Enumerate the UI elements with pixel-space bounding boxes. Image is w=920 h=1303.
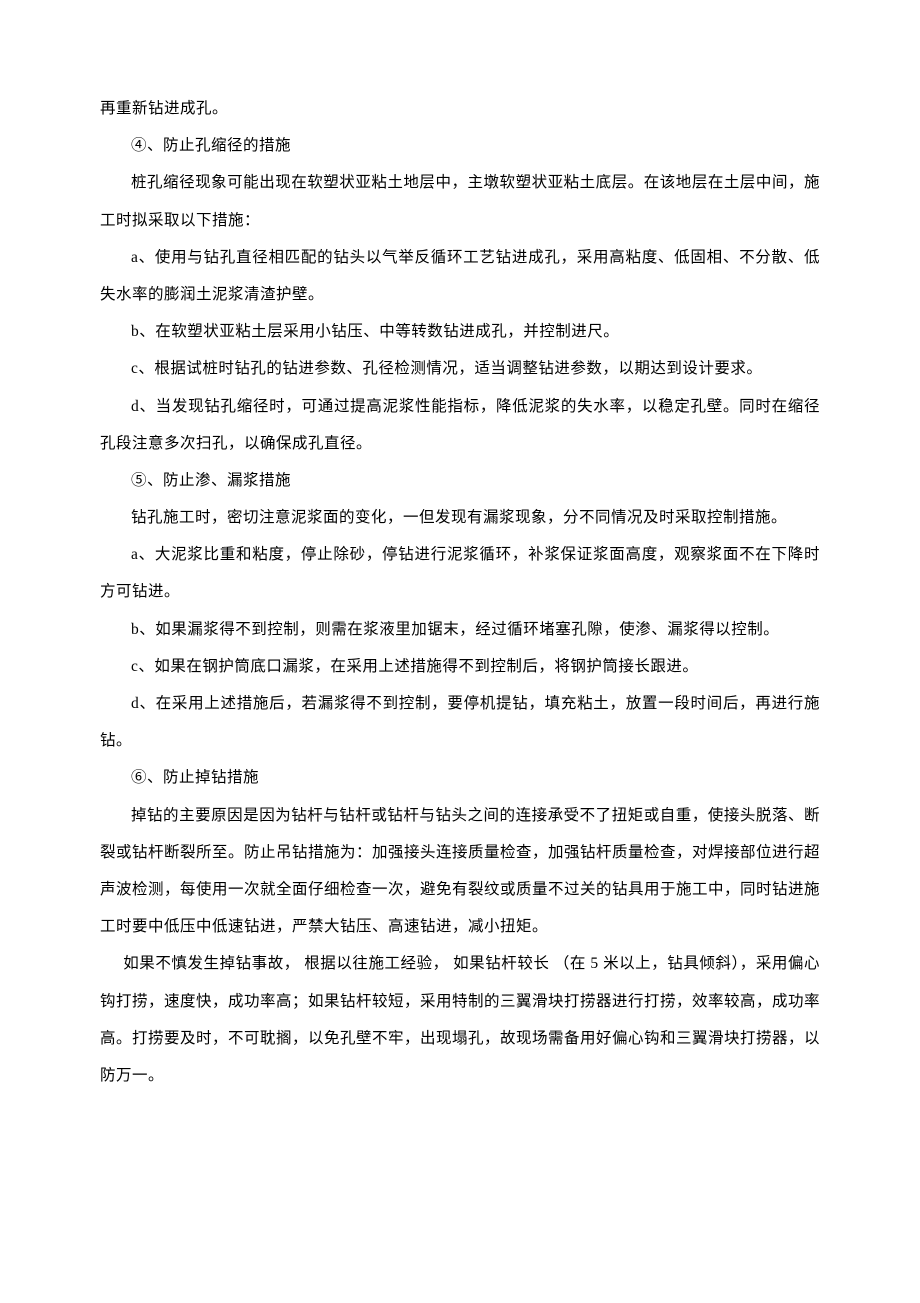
paragraph: ④、防止孔缩径的措施 <box>100 127 820 164</box>
paragraph: d、在采用上述措施后，若漏浆得不到控制，要停机提钻，填充粘土，放置一段时间后，再… <box>100 685 820 759</box>
document-page: 再重新钻进成孔。 ④、防止孔缩径的措施 桩孔缩径现象可能出现在软塑状亚粘土地层中… <box>0 0 920 1303</box>
paragraph: d、当发现钻孔缩径时，可通过提高泥浆性能指标，降低泥浆的失水率，以稳定孔壁。同时… <box>100 388 820 462</box>
paragraph: 钻孔施工时，密切注意泥浆面的变化，一但发现有漏浆现象，分不同情况及时采取控制措施… <box>100 499 820 536</box>
paragraph: 掉钻的主要原因是因为钻杆与钻杆或钻杆与钻头之间的连接承受不了扭矩或自重，使接头脱… <box>100 797 820 946</box>
paragraph: b、如果漏浆得不到控制，则需在浆液里加锯末，经过循环堵塞孔隙，使渗、漏浆得以控制… <box>100 611 820 648</box>
paragraph: 如果不慎发生掉钻事故， 根据以往施工经验， 如果钻杆较长 （在 5 米以上，钻具… <box>100 945 820 1094</box>
paragraph: ⑥、防止掉钻措施 <box>100 759 820 796</box>
paragraph: a、大泥浆比重和粘度，停止除砂，停钻进行泥浆循环，补浆保证浆面高度，观察浆面不在… <box>100 536 820 610</box>
paragraph: c、根据试桩时钻孔的钻进参数、孔径检测情况，适当调整钻进参数，以期达到设计要求。 <box>100 350 820 387</box>
paragraph: ⑤、防止渗、漏浆措施 <box>100 462 820 499</box>
paragraph: a、使用与钻孔直径相匹配的钻头以气举反循环工艺钻进成孔，采用高粘度、低固相、不分… <box>100 239 820 313</box>
paragraph: 桩孔缩径现象可能出现在软塑状亚粘土地层中，主墩软塑状亚粘土底层。在该地层在土层中… <box>100 164 820 238</box>
paragraph: 再重新钻进成孔。 <box>100 90 820 127</box>
paragraph: c、如果在钢护筒底口漏浆，在采用上述措施得不到控制后，将钢护筒接长跟进。 <box>100 648 820 685</box>
paragraph: b、在软塑状亚粘土层采用小钻压、中等转数钻进成孔，并控制进尺。 <box>100 313 820 350</box>
